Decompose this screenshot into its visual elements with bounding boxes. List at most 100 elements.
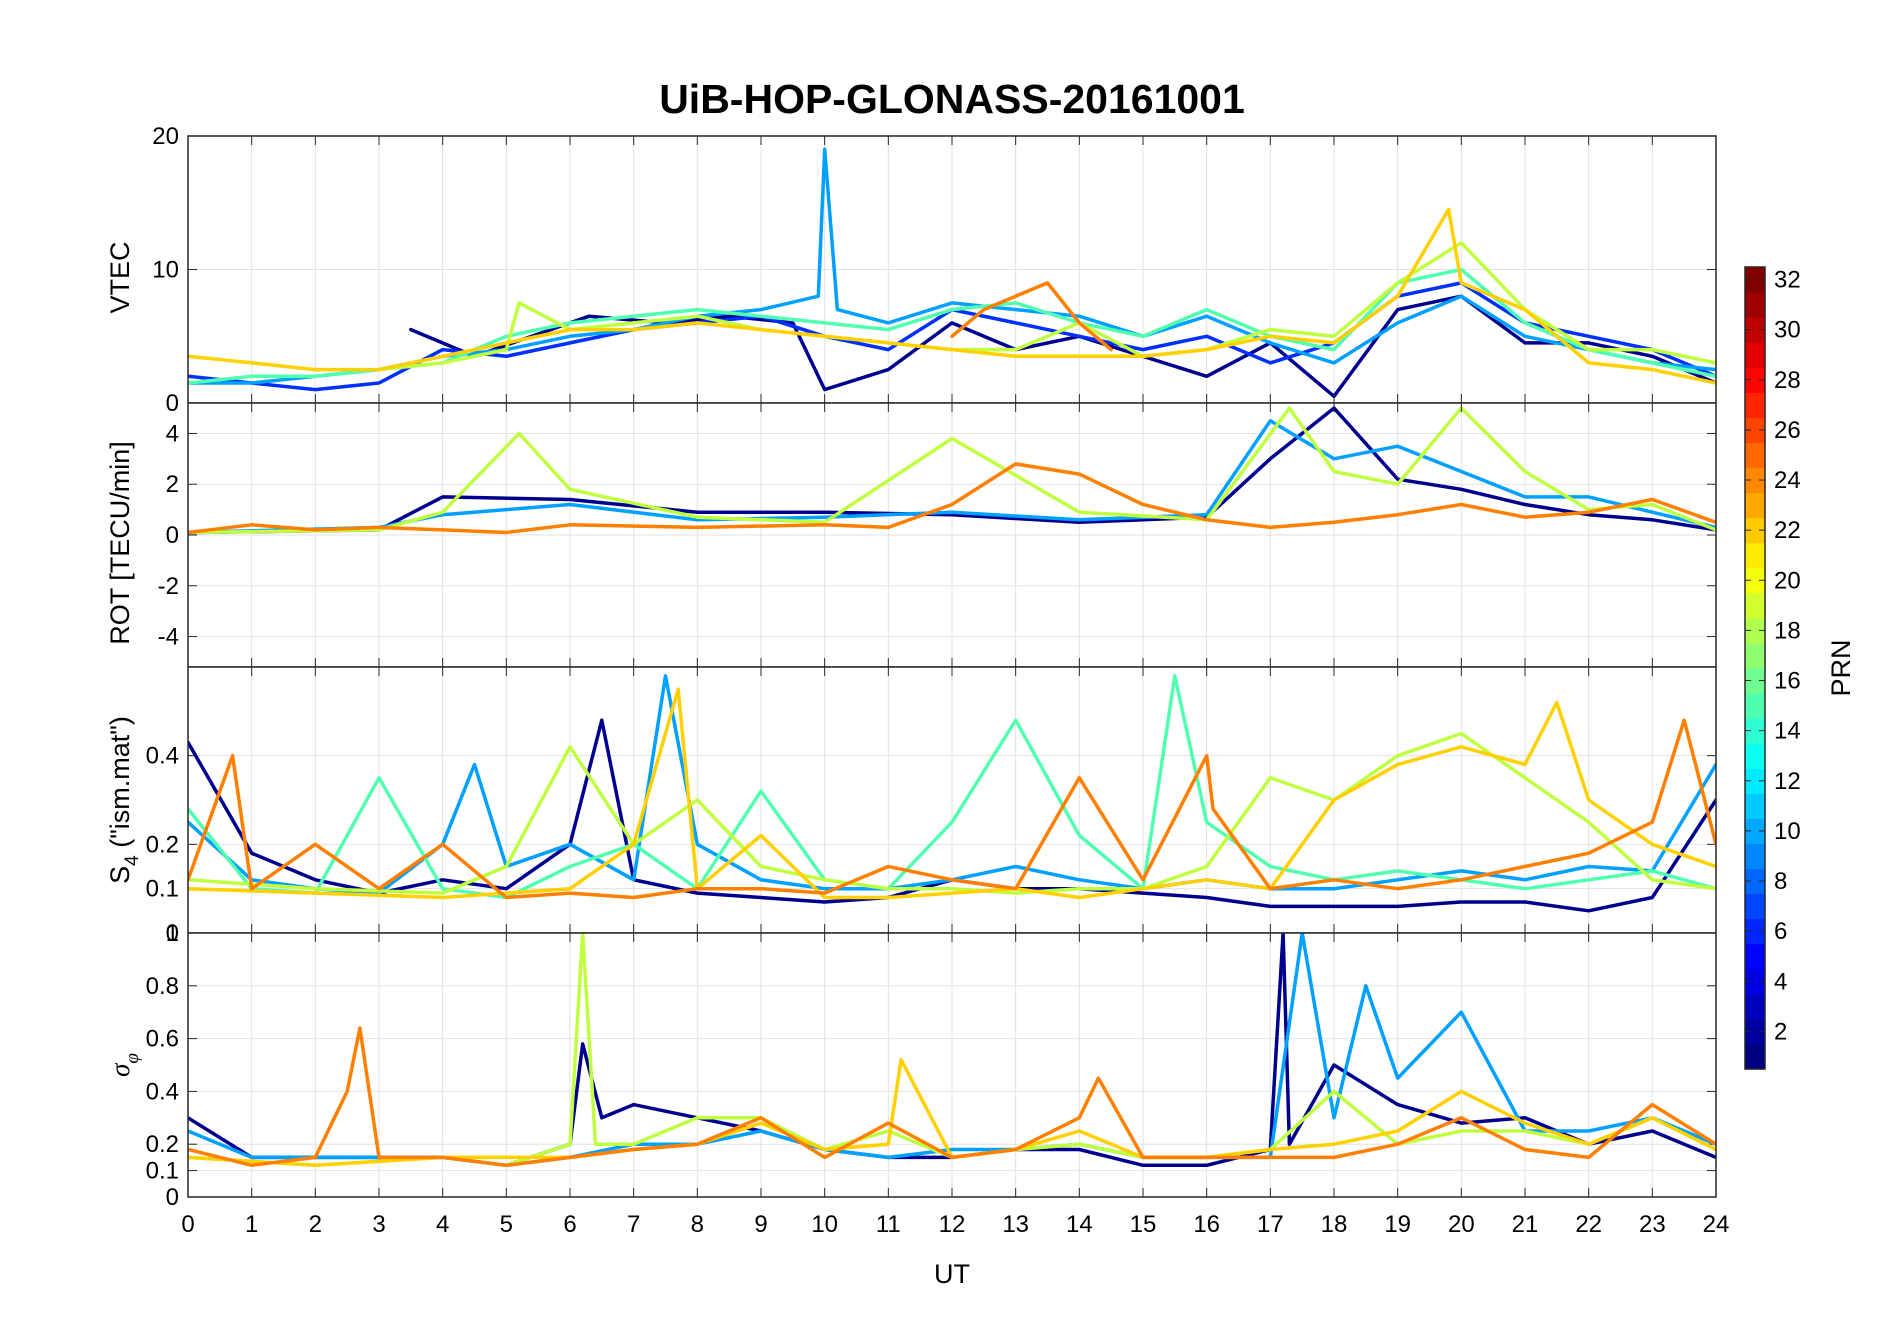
x-tick-label: 11 <box>876 1211 901 1238</box>
colorbar-label: PRN <box>1826 639 1856 696</box>
x-tick-label: 4 <box>436 1211 449 1238</box>
x-tick-label: 3 <box>372 1211 385 1238</box>
y-tick-label: 0.4 <box>146 743 179 770</box>
y-tick-label: 2 <box>166 471 179 498</box>
series-line-3 <box>188 462 1716 535</box>
colorbar-level <box>1745 768 1765 794</box>
colorbar-level <box>1745 492 1765 519</box>
y-tick-label: 20 <box>152 123 179 150</box>
y-axis-label: S4 ("ism.mat") <box>105 716 143 884</box>
x-tick-label: 0 <box>181 1211 194 1238</box>
y-axis-label: σφ <box>105 1053 143 1077</box>
y-tick-label: 0 <box>166 390 179 417</box>
colorbar-level <box>1745 317 1765 343</box>
colorbar-level <box>1745 793 1765 819</box>
panel-frame <box>187 932 1717 1198</box>
colorbar-tick-label: 28 <box>1774 367 1801 394</box>
colorbar-level <box>1745 918 1765 945</box>
colorbar-tick-label: 18 <box>1774 617 1801 644</box>
y-axis-label: ROT [TECU/min] <box>105 441 135 645</box>
y-tick-label: 0.1 <box>146 1158 179 1185</box>
colorbar-tick-label: 20 <box>1774 567 1801 594</box>
colorbar-tick-label: 32 <box>1774 267 1801 294</box>
series-line-4 <box>188 1026 1716 1168</box>
x-tick-label: 16 <box>1193 1211 1220 1238</box>
colorbar-level <box>1745 517 1765 544</box>
x-tick-label: 22 <box>1575 1211 1602 1238</box>
y-tick-label: 0.2 <box>146 831 179 858</box>
colorbar-level <box>1745 617 1765 644</box>
colorbar-level <box>1745 542 1765 569</box>
colorbar-tick-label: 30 <box>1774 317 1801 344</box>
series-group <box>188 406 1716 535</box>
colorbar-frame <box>1744 266 1766 1070</box>
y-tick-label: 0.1 <box>146 876 179 903</box>
x-axis-label: UT <box>934 1259 970 1289</box>
series-line-4 <box>377 241 1716 372</box>
series-line-4 <box>188 687 1716 900</box>
y-tick-label: 10 <box>152 257 179 284</box>
x-tick-label: 13 <box>1002 1211 1029 1238</box>
series-line-1 <box>188 419 1716 535</box>
x-tick-label: 15 <box>1130 1211 1157 1238</box>
y-tick-label: 0.6 <box>146 1026 179 1053</box>
x-tick-label: 9 <box>754 1211 767 1238</box>
colorbar-tick-label: 8 <box>1774 868 1787 895</box>
colorbar-level <box>1745 442 1765 469</box>
x-tick-label: 12 <box>939 1211 966 1238</box>
colorbar-tick-label: 12 <box>1774 768 1801 795</box>
colorbar-tick-label: 22 <box>1774 517 1801 544</box>
colorbar-level <box>1745 868 1765 895</box>
colorbar-tick-label: 2 <box>1774 1018 1787 1045</box>
y-tick-label: 0.4 <box>146 1078 179 1105</box>
colorbar-level <box>1745 467 1765 494</box>
x-tick-label: 6 <box>563 1211 576 1238</box>
x-tick-label: 8 <box>691 1211 704 1238</box>
colorbar-level <box>1745 968 1765 995</box>
series-group <box>188 933 1716 1168</box>
series-line-6 <box>950 281 1113 352</box>
y-tick-label: 1 <box>166 920 179 947</box>
x-tick-label: 10 <box>811 1211 838 1238</box>
colorbar-level <box>1745 693 1765 719</box>
colorbar-tick-label: 4 <box>1774 968 1787 995</box>
series-line-2 <box>188 406 1716 535</box>
colorbar-level <box>1745 267 1765 293</box>
panel-0: 0 10 20 VTEC <box>105 123 1717 417</box>
y-tick-label: -4 <box>158 624 179 651</box>
x-tick-label: 17 <box>1257 1211 1284 1238</box>
x-tick-label: 18 <box>1321 1211 1348 1238</box>
panel-2: 0 0.1 0.2 0.4S4 ("ism.mat") <box>105 666 1717 947</box>
x-tick-label: 23 <box>1639 1211 1666 1238</box>
colorbar-tick-label: 16 <box>1774 668 1801 695</box>
y-tick-label: 0 <box>166 522 179 549</box>
series-group <box>188 674 1716 913</box>
x-tick-label: 20 <box>1448 1211 1475 1238</box>
y-tick-label: 0 <box>166 920 179 947</box>
colorbar-level <box>1745 642 1765 669</box>
y-tick-label: -2 <box>158 573 179 600</box>
x-tick-label: 2 <box>309 1211 322 1238</box>
colorbar-tick-label: 10 <box>1774 818 1801 845</box>
colorbar-level <box>1745 417 1765 444</box>
y-axis-label: VTEC <box>105 241 135 313</box>
x-tick-label: 7 <box>627 1211 640 1238</box>
series-line-5 <box>188 207 1716 385</box>
colorbar-level <box>1745 993 1765 1020</box>
colorbar-level <box>1745 843 1765 870</box>
colorbar-level <box>1745 668 1765 694</box>
colorbar-tick-label: 14 <box>1774 718 1801 745</box>
series-group <box>188 147 1716 399</box>
chart-title: UiB-HOP-GLONASS-20161001 <box>659 76 1245 122</box>
colorbar-level <box>1745 718 1765 744</box>
x-tick-label: 1 <box>245 1211 258 1238</box>
colorbar-level <box>1745 392 1765 418</box>
x-tick-label: 5 <box>500 1211 513 1238</box>
colorbar-level <box>1745 367 1765 393</box>
y-tick-label: 4 <box>166 420 179 447</box>
colorbar-level <box>1745 342 1765 368</box>
colorbar-tick-label: 24 <box>1774 467 1801 494</box>
panel-1: -4 -2 0 2 4 ROT [TECU/min] <box>105 402 1717 668</box>
